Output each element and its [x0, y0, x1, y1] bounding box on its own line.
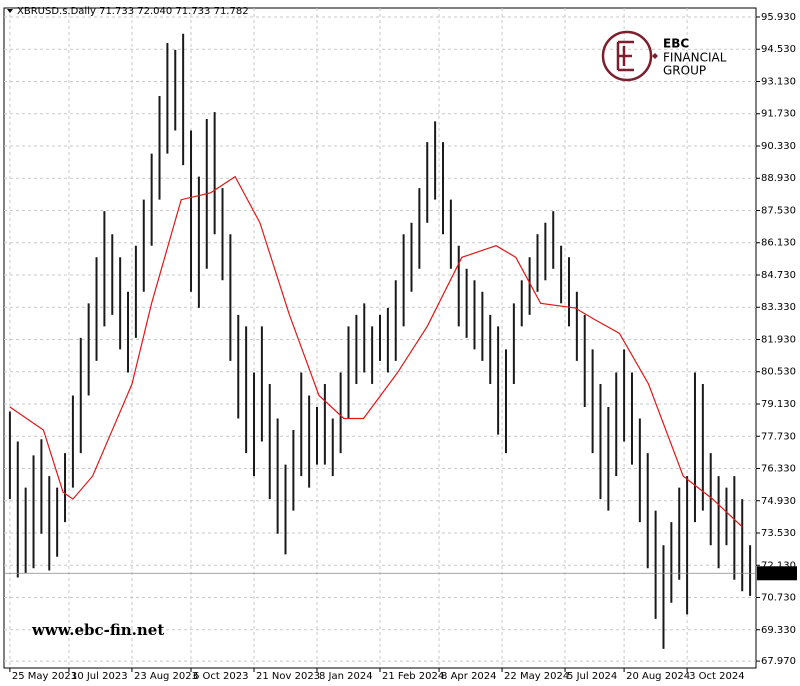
brand-line: FINANCIAL	[663, 51, 727, 65]
y-tick-label: 84.730	[761, 270, 796, 281]
y-tick-label: 73.530	[761, 528, 796, 539]
y-tick-label: 76.330	[761, 464, 796, 475]
grid	[4, 8, 756, 668]
y-tick-label: 94.530	[761, 44, 796, 55]
x-tick-label: 20 Aug 2024	[626, 671, 690, 682]
logo-ring	[601, 30, 653, 82]
logo-glyph	[616, 40, 634, 72]
y-tick-label: 77.730	[761, 431, 796, 442]
last-price-box	[757, 566, 797, 581]
header-arrow	[7, 9, 13, 13]
last-price-label: 71.782	[761, 568, 796, 579]
y-tick-label: 91.730	[761, 109, 796, 120]
y-tick-label: 93.130	[761, 76, 796, 87]
x-tick-label: 21 Feb 2024	[382, 671, 444, 682]
y-tick-label: 80.530	[761, 367, 796, 378]
y-tick-label: 88.930	[761, 173, 796, 184]
y-tick-label: 70.730	[761, 593, 796, 604]
y-tick-label: 81.930	[761, 334, 796, 345]
chart-header: XBRUSD.s.Daily 71.733 72.040 71.733 71.7…	[17, 6, 249, 17]
y-tick-label: 86.130	[761, 238, 796, 249]
y-tick-label: 90.330	[761, 141, 796, 152]
y-tick-label: 67.970	[761, 656, 796, 667]
brand-line: GROUP	[663, 64, 706, 78]
y-tick-label: 74.930	[761, 496, 796, 507]
logo: EBC FINANCIAL GROUP	[601, 30, 727, 82]
x-tick-label: 22 May 2024	[504, 671, 569, 682]
watermark: www.ebc-fin.net	[31, 621, 164, 639]
bars	[8, 33, 752, 649]
y-tick-label: 72.130	[761, 560, 796, 571]
x-tick-label: 23 Aug 2023	[134, 671, 198, 682]
x-tick-label: 6 Oct 2023	[193, 671, 248, 682]
x-tick-label: 10 Jul 2023	[71, 671, 128, 682]
x-tick-label: 25 May 2023	[12, 671, 77, 682]
x-tick-label: 8 Jan 2024	[319, 671, 373, 682]
x-tick-label: 21 Nov 2023	[256, 671, 320, 682]
y-tick-label: 95.930	[761, 12, 796, 23]
x-tick-label: 5 Jul 2024	[567, 671, 617, 682]
brand-name: EBC	[663, 37, 689, 51]
y-tick-label: 83.330	[761, 302, 796, 313]
y-tick-label: 87.530	[761, 205, 796, 216]
logo-star	[652, 53, 658, 59]
y-tick-label: 69.330	[761, 625, 796, 636]
x-tick-label: 8 Apr 2024	[441, 671, 496, 682]
y-tick-label: 79.130	[761, 399, 796, 410]
moving-average	[9, 175, 743, 528]
x-tick-label: 3 Oct 2024	[689, 671, 744, 682]
